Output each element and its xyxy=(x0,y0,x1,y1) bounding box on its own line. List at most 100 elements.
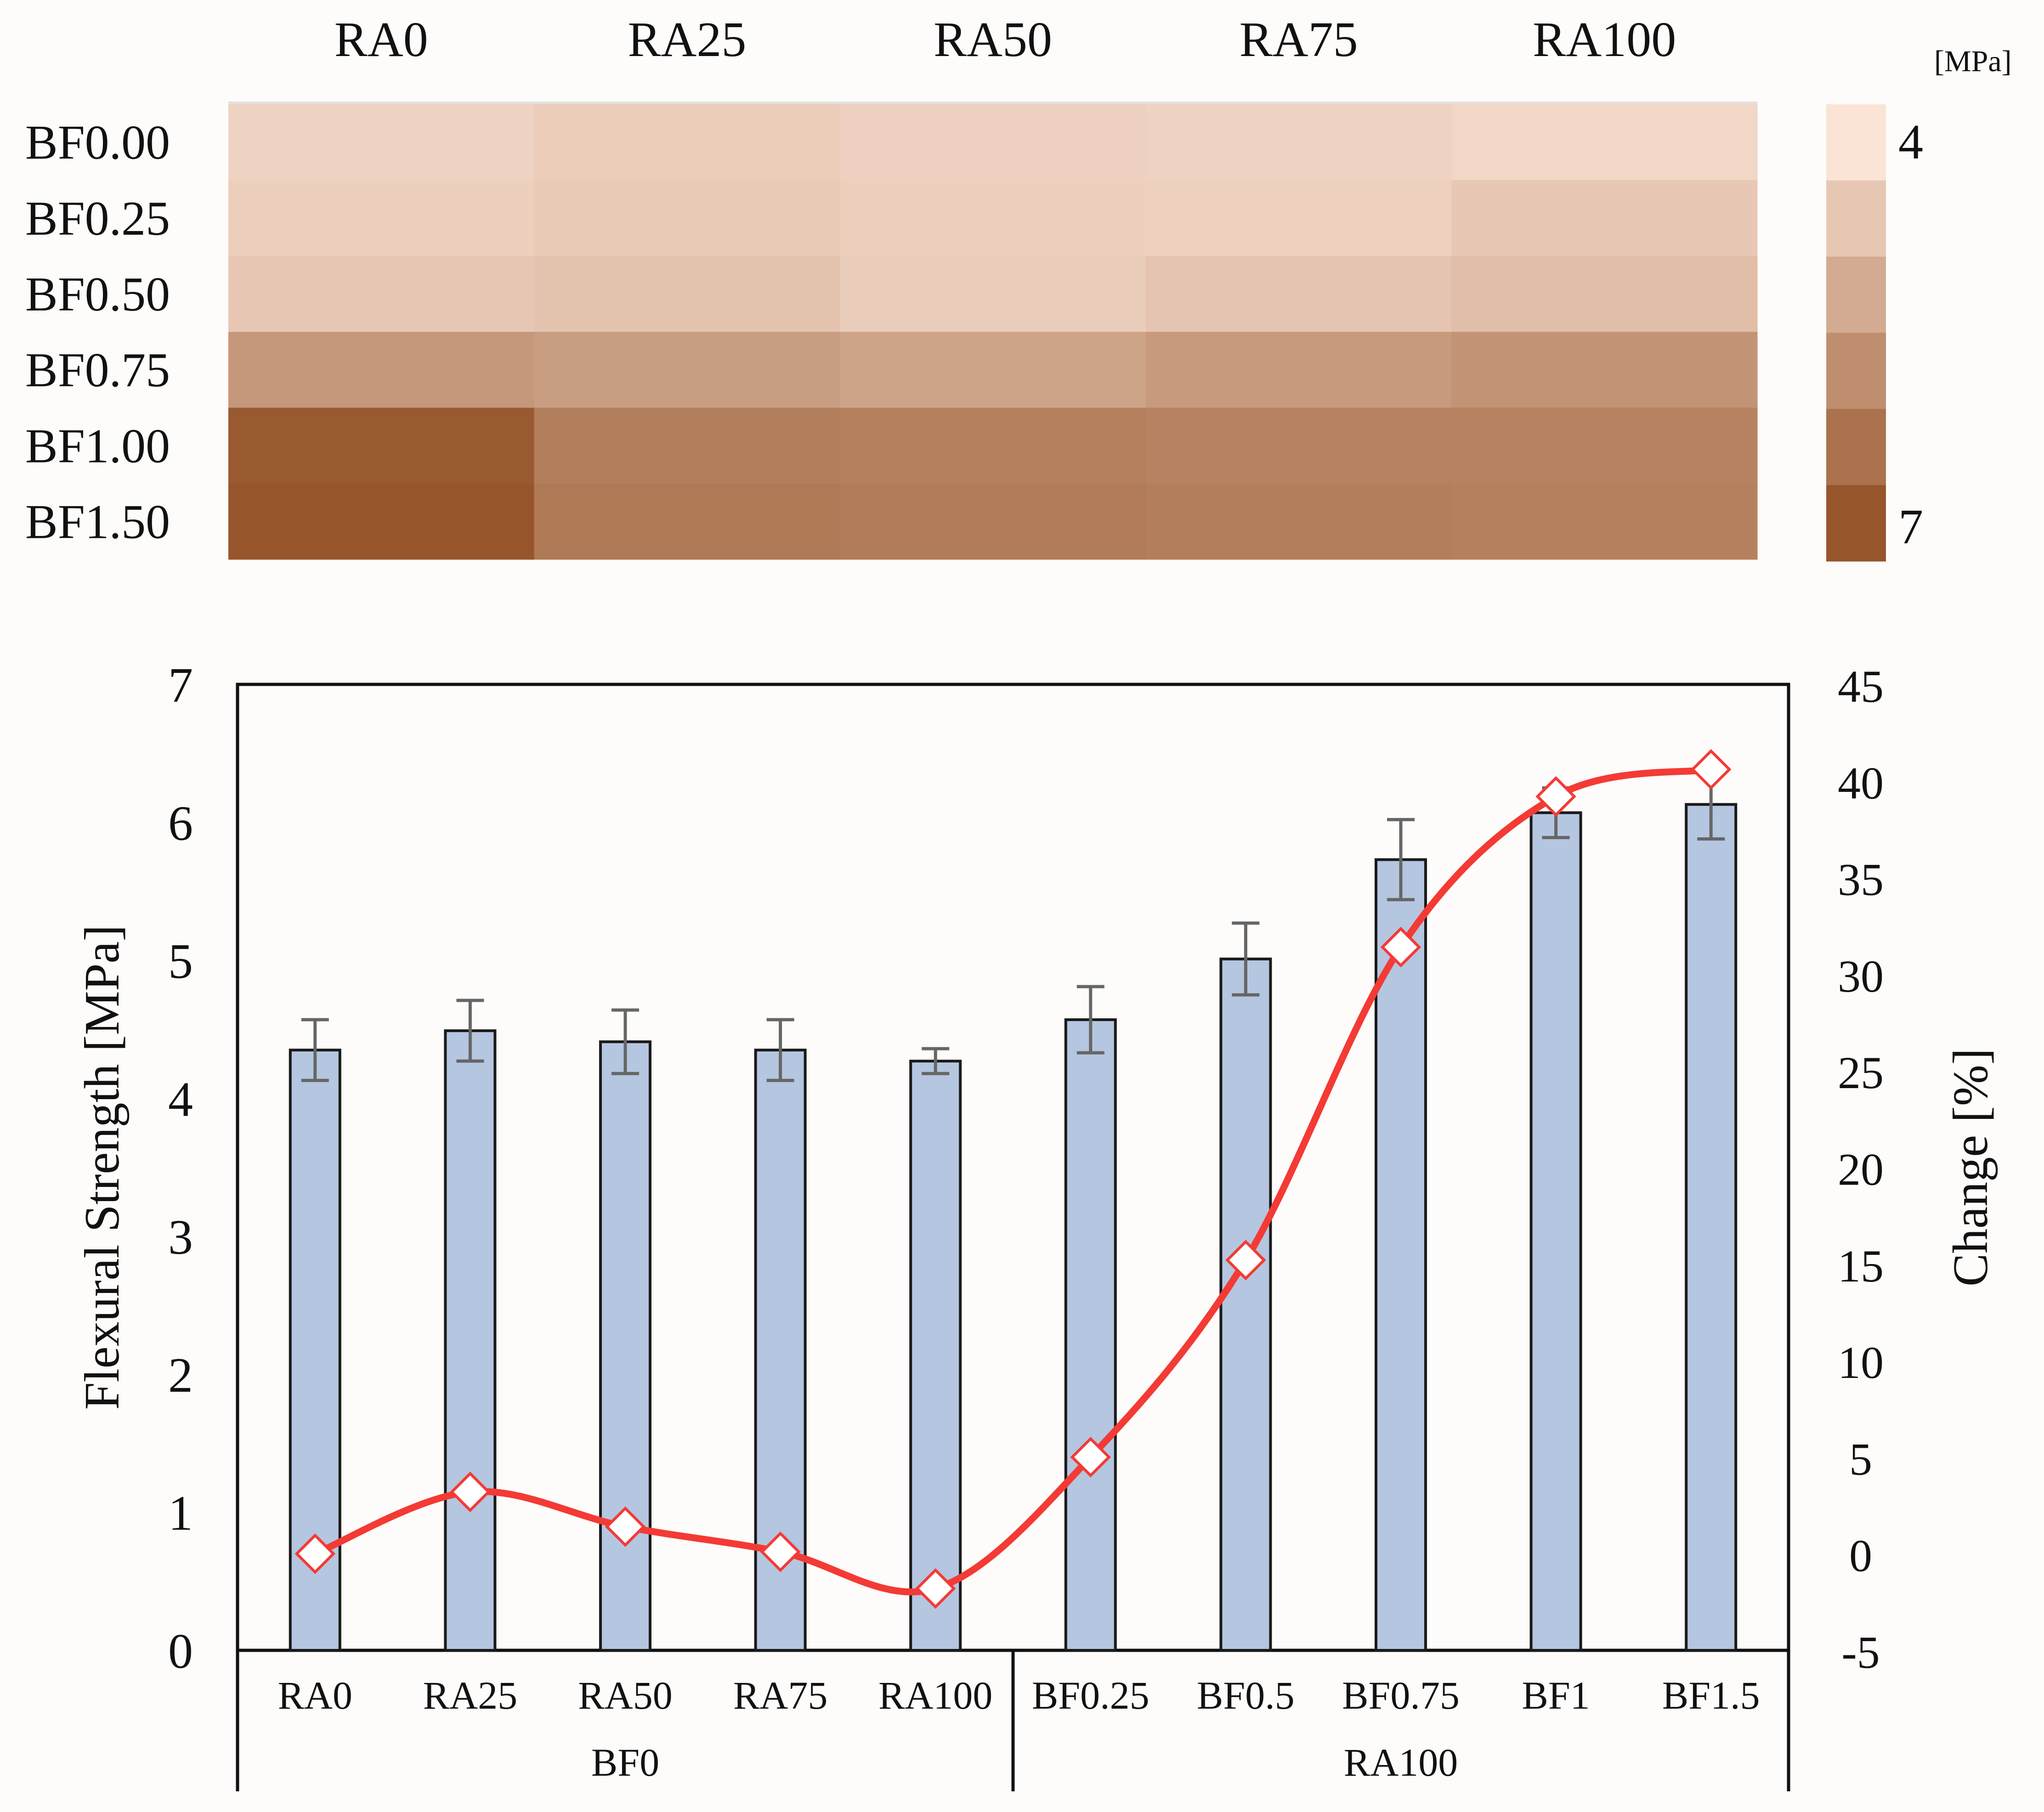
change-marker xyxy=(1535,776,1576,817)
bar xyxy=(909,1060,962,1652)
heatmap-cell xyxy=(1451,256,1758,332)
y2-axis-tick-label: 25 xyxy=(1838,1047,1884,1098)
y-axis-tick-label: 0 xyxy=(168,1624,193,1679)
heatmap-cell xyxy=(534,104,840,181)
y-axis-tick-label: 5 xyxy=(168,934,193,989)
x-axis-category-label: RA25 xyxy=(423,1673,517,1717)
x-axis-group-label: BF0 xyxy=(591,1740,659,1784)
heatmap-cell xyxy=(228,407,535,484)
x-axis-group-label: RA100 xyxy=(1344,1740,1458,1784)
y2-axis-tick-label: 40 xyxy=(1838,757,1884,808)
y2-axis-tick-label: -5 xyxy=(1841,1627,1880,1678)
y2-axis-tick-label: 10 xyxy=(1838,1337,1884,1388)
colorbar-step xyxy=(1826,485,1886,562)
bar xyxy=(1529,811,1582,1652)
colorbar-step xyxy=(1826,104,1886,181)
y-axis-tick-label: 2 xyxy=(168,1348,193,1403)
y2-axis-tick-label: 45 xyxy=(1838,661,1884,712)
heatmap-cell xyxy=(228,256,535,332)
change-marker xyxy=(294,1533,336,1574)
x-axis-category-label: BF1 xyxy=(1522,1673,1590,1717)
heatmap-cell xyxy=(228,332,535,408)
x-axis-category-label: RA0 xyxy=(278,1673,352,1717)
heatmap-cell xyxy=(228,180,535,256)
change-marker xyxy=(1380,926,1421,968)
heatmap-cell xyxy=(1145,483,1452,560)
heatmap-cell xyxy=(1145,104,1452,181)
y2-axis-tick-label: 0 xyxy=(1849,1530,1872,1581)
heatmap-cell xyxy=(534,256,840,332)
y-axis-tick-label: 6 xyxy=(168,796,193,851)
y2-axis-tick-label: 20 xyxy=(1838,1144,1884,1195)
colorbar-step xyxy=(1826,180,1886,257)
y2-axis-tick-label: 30 xyxy=(1838,951,1884,1002)
x-axis-category-label: BF0.5 xyxy=(1197,1673,1295,1717)
bar xyxy=(1064,1018,1117,1652)
heatmap-cell xyxy=(840,483,1146,560)
heatmap-cell xyxy=(228,104,535,181)
heatmap-cell xyxy=(1145,256,1452,332)
heatmap-cell xyxy=(1451,104,1758,181)
change-marker xyxy=(760,1531,801,1572)
heatmap-cell xyxy=(1451,483,1758,560)
y-axis-tick-label: 4 xyxy=(168,1072,193,1127)
colorbar-step xyxy=(1826,333,1886,409)
heatmap-column-label: RA0 xyxy=(334,12,428,67)
y-axis-tick-label: 1 xyxy=(168,1486,193,1541)
heatmap-row-label: BF0.75 xyxy=(25,343,170,397)
bar xyxy=(1219,957,1272,1652)
colorbar-step xyxy=(1826,256,1886,333)
y-axis-title: Flexural Strength [MPa] xyxy=(75,925,130,1410)
heatmap-cell xyxy=(840,104,1146,181)
change-marker xyxy=(1690,749,1732,790)
colorbar-step xyxy=(1826,409,1886,485)
heatmap-row-label: BF1.00 xyxy=(25,419,170,473)
heatmap-column-label: RA25 xyxy=(628,12,746,67)
heatmap-cell xyxy=(1145,332,1452,408)
change-marker xyxy=(915,1568,956,1609)
change-marker xyxy=(1070,1437,1111,1478)
bar xyxy=(1685,803,1738,1652)
heatmap-cell xyxy=(534,180,840,256)
heatmap-cell xyxy=(534,407,840,484)
change-marker xyxy=(605,1506,646,1547)
x-axis-category-label: RA100 xyxy=(878,1673,992,1717)
x-axis-category-label: BF1.5 xyxy=(1662,1673,1760,1717)
heatmap-cell xyxy=(840,180,1146,256)
x-axis-category-label: RA75 xyxy=(733,1673,827,1717)
heatmap-cell xyxy=(1145,180,1452,256)
heatmap-cell xyxy=(840,332,1146,408)
heatmap-cell xyxy=(534,332,840,408)
change-line xyxy=(314,766,1712,1596)
heatmap-panel: RA0 RA25 RA50 RA75 RA100 BF0.00 BF0.25 BF0.50 BF… xyxy=(25,12,1758,560)
y2-axis-title: Change [%] xyxy=(1943,1048,1998,1287)
heatmap-cell xyxy=(1145,407,1452,484)
colorbar: [MPa] 4 7 xyxy=(1826,45,2012,562)
heatmap-column-label: RA75 xyxy=(1240,12,1358,67)
heatmap-cell xyxy=(840,407,1146,484)
change-marker xyxy=(1225,1240,1266,1281)
y-axis-tick-label: 7 xyxy=(168,658,193,713)
heatmap-cell xyxy=(840,256,1146,332)
y2-axis-tick-label: 15 xyxy=(1838,1241,1884,1292)
heatmap-top-border xyxy=(228,102,1757,104)
heatmap-cell xyxy=(228,483,535,560)
y2-axis-tick-label: 5 xyxy=(1849,1434,1872,1485)
bar xyxy=(444,1029,497,1652)
heatmap-column-label: RA100 xyxy=(1533,12,1676,67)
heatmap-row-label: BF0.25 xyxy=(25,192,170,245)
colorbar-min-label: 4 xyxy=(1898,115,1923,169)
heatmap-cell xyxy=(1451,180,1758,256)
x-axis-category-label: BF0.25 xyxy=(1032,1673,1149,1717)
bar xyxy=(599,1040,651,1652)
heatmap-cell xyxy=(1451,332,1758,408)
heatmap-row-label: BF1.50 xyxy=(25,495,170,548)
x-axis-category-label: BF0.75 xyxy=(1342,1673,1460,1717)
heatmap-column-label: RA50 xyxy=(934,12,1052,67)
heatmap-cell xyxy=(534,483,840,560)
heatmap-row-label: BF0.00 xyxy=(25,116,170,169)
colorbar-max-label: 7 xyxy=(1898,500,1923,554)
x-axis-category-label: RA50 xyxy=(578,1673,672,1717)
